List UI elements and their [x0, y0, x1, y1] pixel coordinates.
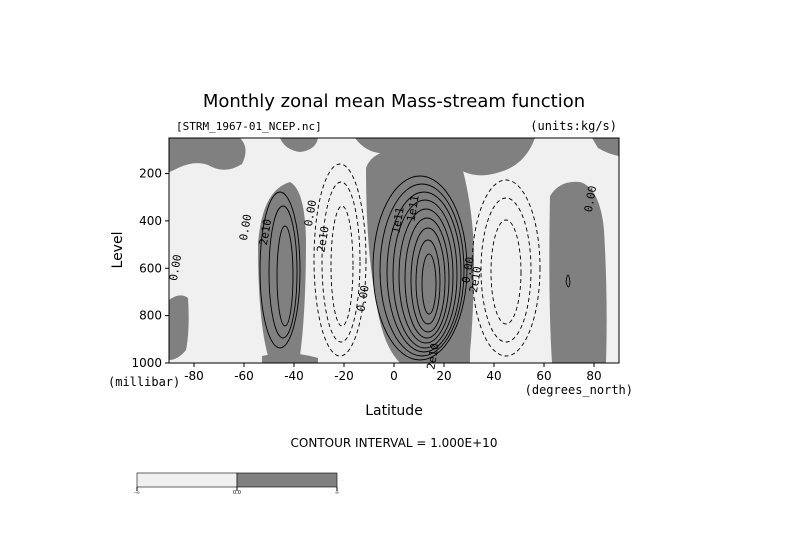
positive-region-lower-left: [169, 295, 189, 360]
contour-label: 1e11: [389, 206, 406, 234]
x-tick-label: -60: [234, 369, 254, 383]
contour-label: 1e11: [404, 194, 421, 222]
positive-region-upper-right: [592, 138, 619, 156]
positive-region-hadley-cell: [366, 148, 474, 363]
positive-region-northern: [549, 181, 607, 363]
x-unit-label: (degrees_north): [525, 383, 633, 397]
contour-label: 2e10: [257, 218, 274, 246]
contour-interval-label: CONTOUR INTERVAL = 1.000E+10: [291, 436, 498, 450]
contour-positive: [565, 274, 571, 288]
contour-positive: [404, 217, 450, 339]
contour-negative: [480, 197, 532, 343]
y-unit-label: (millibar): [108, 375, 180, 389]
contour-positive: [392, 199, 458, 349]
contour-label: 0.00: [167, 253, 184, 281]
contour-negative: [490, 219, 522, 325]
positive-region-top: [355, 138, 535, 176]
colorbar-label-max: ∞: [335, 490, 339, 496]
contour-positive: [276, 225, 294, 327]
y-axis: 200 400 600 800 1000: [131, 167, 169, 370]
x-axis-label: Latitude: [365, 403, 423, 419]
positive-region-southern-edge: [169, 138, 246, 172]
positive-region-southern-cell: [258, 182, 306, 358]
contour-positive: [386, 191, 462, 353]
file-label: [STRM_1967-01_NCEP.nc]: [176, 120, 322, 133]
y-axis-label: Level: [110, 232, 126, 269]
contour-label: 2e10: [467, 265, 484, 293]
y-tick-label: 600: [139, 261, 162, 275]
contour-label: 0.00: [582, 185, 599, 213]
x-tick-label: 20: [436, 369, 451, 383]
contour-label: 2e10: [314, 225, 331, 253]
contour-negative: [471, 179, 541, 357]
x-tick-label: -80: [184, 369, 204, 383]
contour-label: 0.00: [354, 284, 371, 312]
y-tick-label: 800: [139, 309, 162, 323]
y-tick-label: 200: [139, 167, 162, 181]
positive-region-top-gap: [280, 138, 318, 152]
x-tick-label: 60: [536, 369, 551, 383]
contour-positive: [268, 205, 298, 339]
x-axis: -80 -60 -40 -20 0 20 40 60 80: [184, 363, 602, 383]
contour-positive: [410, 227, 446, 333]
contour-positive: [259, 191, 301, 349]
chart-title: Monthly zonal mean Mass-stream function: [203, 91, 585, 112]
contour-label: 0.00: [237, 213, 254, 241]
contour-lines-negative: [313, 163, 541, 357]
contour-negative: [321, 181, 361, 343]
contour-negative: [330, 205, 354, 327]
contour-positive: [421, 253, 437, 315]
contour-positive: [372, 175, 468, 361]
plot-area: 0.000.00 2e100.002e100.001e111e112e100.00…: [167, 137, 620, 371]
contour-label: 0.00: [302, 199, 319, 227]
positive-region-bottom-strip: [262, 353, 318, 363]
contour-label: 2e10: [424, 342, 441, 370]
colorbar-label-zero: 0.0: [233, 490, 241, 496]
x-tick-label: -20: [334, 369, 354, 383]
contour-lines-positive: [259, 175, 571, 361]
contour-label-group: 0.000.00 2e100.002e100.001e111e112e100.00…: [167, 185, 599, 371]
contour-negative: [313, 163, 367, 357]
colorbar: -∞ 0.0 ∞: [134, 472, 339, 496]
colorbar-negative: [136, 472, 238, 488]
colorbar-label-min: -∞: [134, 490, 140, 496]
x-tick-label: -40: [284, 369, 304, 383]
y-tick-label: 1000: [131, 356, 162, 370]
y-tick-label: 400: [139, 214, 162, 228]
colorbar-positive: [236, 472, 338, 488]
x-tick-label: 0: [390, 369, 398, 383]
x-tick-label: 40: [486, 369, 501, 383]
contour-positive: [379, 183, 465, 357]
contour-positive: [415, 239, 441, 325]
contour-label: 0.00: [459, 256, 476, 284]
contour-positive: [398, 208, 454, 344]
x-tick-label: 80: [586, 369, 601, 383]
units-label: (units:kg/s): [530, 119, 617, 133]
